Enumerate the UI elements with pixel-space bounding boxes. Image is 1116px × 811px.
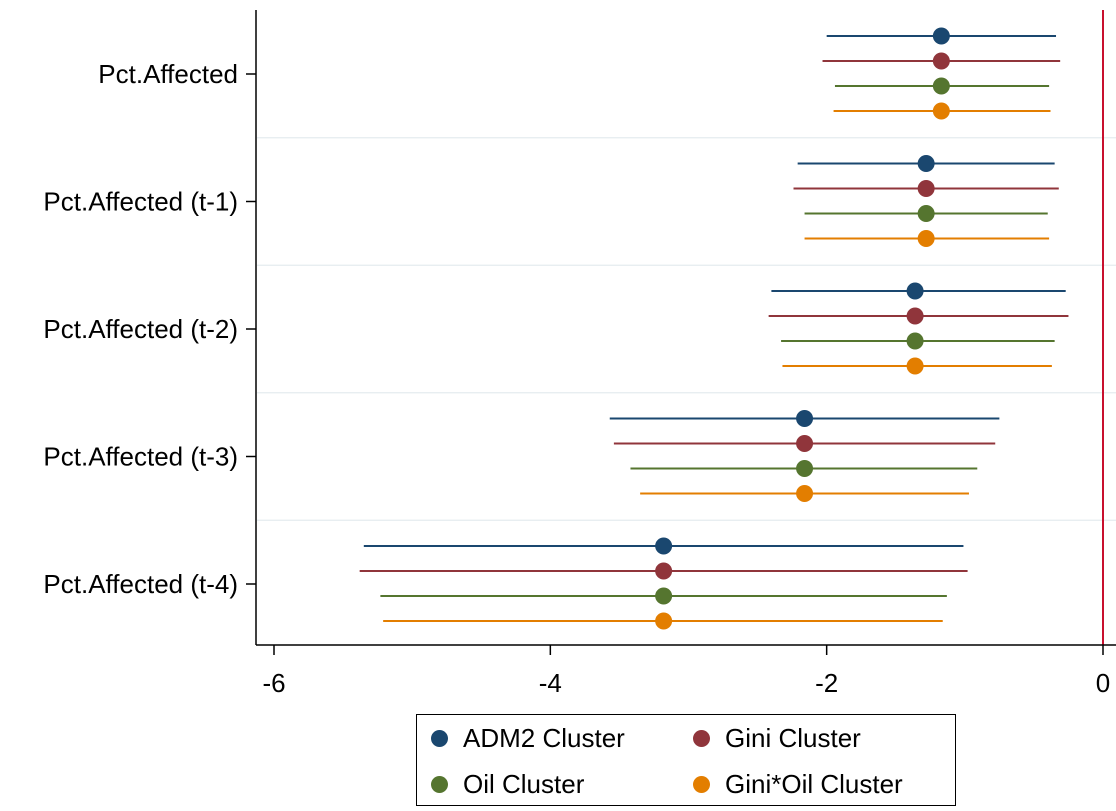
x-axis-ticks: -6 -4 -2 0 bbox=[262, 645, 1110, 698]
point-estimate bbox=[655, 537, 673, 555]
point-estimate bbox=[906, 357, 924, 375]
legend-marker-gini-cluster bbox=[693, 729, 710, 747]
point-estimate bbox=[906, 282, 924, 300]
point-estimate bbox=[655, 612, 673, 630]
point-estimate bbox=[917, 180, 935, 197]
series-gini-oil-cluster bbox=[383, 102, 1052, 630]
legend-label-oil-cluster: Oil Cluster bbox=[463, 768, 585, 799]
point-estimate bbox=[655, 587, 673, 605]
point-estimate bbox=[906, 307, 924, 325]
y-tick-label-pct-affected: Pct.Affected bbox=[98, 59, 238, 89]
series-oil-cluster bbox=[380, 77, 1055, 605]
legend-marker-oil-cluster bbox=[431, 775, 448, 793]
x-tick-label: -6 bbox=[262, 668, 285, 698]
legend-label-adm2-cluster: ADM2 Cluster bbox=[463, 722, 625, 753]
point-estimate bbox=[917, 205, 935, 222]
series-gini-cluster bbox=[359, 52, 1069, 580]
legend-item-gini-cluster: Gini Cluster bbox=[693, 715, 957, 761]
legend-marker-adm2-cluster bbox=[431, 729, 448, 747]
point-estimate bbox=[932, 52, 950, 70]
category-separators bbox=[257, 137, 1116, 521]
point-estimate bbox=[796, 460, 814, 477]
point-estimate bbox=[917, 230, 935, 247]
y-tick-label-pct-affected-t-2: Pct.Affected (t-2) bbox=[43, 314, 238, 344]
x-tick-label: -2 bbox=[815, 668, 838, 698]
y-axis-ticks: Pct.Affected Pct.Affected (t-1) Pct.Affect… bbox=[43, 59, 256, 599]
series-layer bbox=[359, 27, 1069, 630]
legend-item-gini-oil-cluster: Gini*Oil Cluster bbox=[693, 761, 957, 807]
point-estimate bbox=[932, 27, 950, 45]
y-tick-label-pct-affected-t-1: Pct.Affected (t-1) bbox=[43, 187, 238, 217]
legend-label-gini-cluster: Gini Cluster bbox=[725, 722, 861, 753]
legend-item-adm2-cluster: ADM2 Cluster bbox=[417, 715, 693, 761]
y-tick-label-pct-affected-t-4: Pct.Affected (t-4) bbox=[43, 569, 238, 599]
point-estimate bbox=[906, 332, 924, 350]
legend-label-gini-oil-cluster: Gini*Oil Cluster bbox=[725, 768, 903, 799]
x-tick-label: -4 bbox=[539, 668, 562, 698]
legend-marker-gini-oil-cluster bbox=[693, 775, 710, 793]
legend: ADM2 Cluster Gini Cluster Oil Cluster Gi… bbox=[416, 714, 956, 806]
y-tick-label-pct-affected-t-3: Pct.Affected (t-3) bbox=[43, 442, 238, 472]
point-estimate bbox=[796, 410, 814, 427]
point-estimate bbox=[655, 562, 673, 580]
axes bbox=[255, 10, 1116, 646]
series-adm2-cluster bbox=[363, 27, 1066, 555]
point-estimate bbox=[932, 102, 950, 120]
point-estimate bbox=[917, 155, 935, 172]
point-estimate bbox=[796, 485, 814, 502]
point-estimate bbox=[796, 435, 814, 452]
legend-item-oil-cluster: Oil Cluster bbox=[417, 761, 693, 807]
point-estimate bbox=[932, 77, 950, 95]
x-tick-label: 0 bbox=[1096, 668, 1110, 698]
